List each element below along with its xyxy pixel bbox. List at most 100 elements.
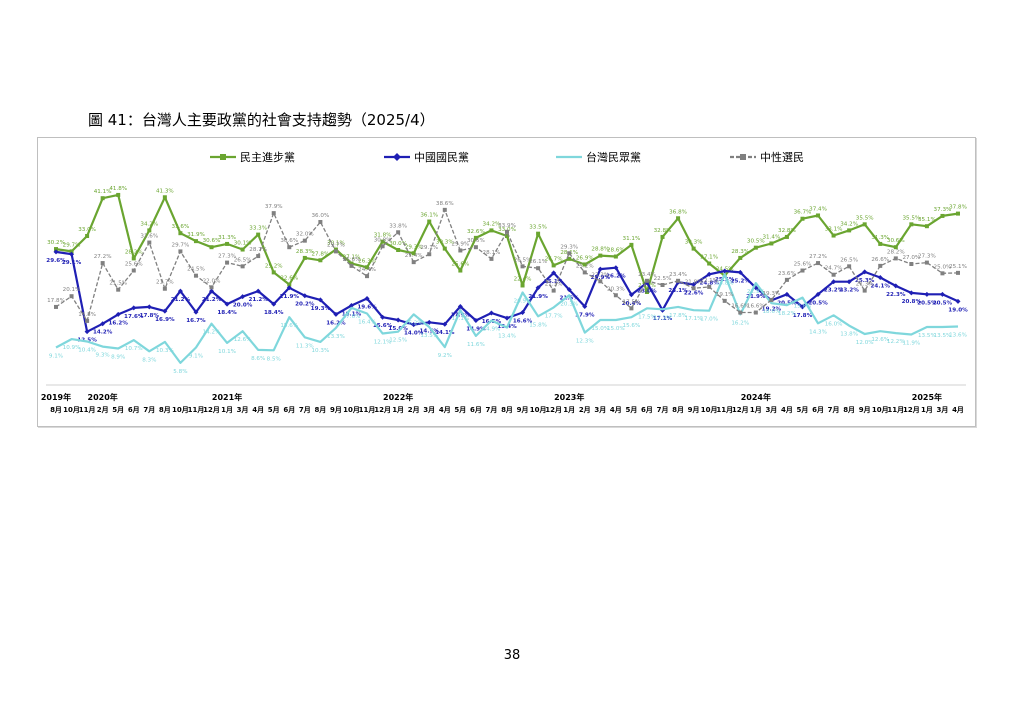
data-label: 32.8% (654, 228, 672, 234)
data-label: 25.6% (794, 262, 812, 268)
data-point (146, 304, 152, 310)
data-label: 30.0% (389, 241, 407, 247)
x-tick-label: 1月 (392, 406, 404, 414)
data-point (567, 256, 572, 261)
data-point (488, 310, 494, 316)
data-point (613, 254, 618, 259)
data-point (862, 288, 867, 293)
data-point (115, 311, 121, 317)
data-point (909, 222, 914, 227)
data-point (395, 317, 401, 323)
data-point (427, 219, 432, 224)
data-label: 16.2% (109, 320, 129, 326)
data-point (147, 240, 152, 245)
data-label: 17.9% (575, 312, 595, 318)
data-point (396, 230, 401, 235)
x-tick-label: 10月 (172, 406, 189, 414)
data-point (162, 308, 168, 314)
data-point (271, 301, 277, 307)
data-point (458, 268, 463, 273)
data-label: 21.2% (171, 297, 191, 303)
data-label: 25.1% (544, 279, 564, 285)
data-label: 25.5% (715, 277, 735, 283)
data-point (847, 228, 852, 233)
data-label: 31.9% (187, 232, 205, 238)
data-point (193, 273, 198, 278)
data-point (769, 297, 774, 302)
data-point (676, 216, 681, 221)
data-label: 10.4% (78, 347, 96, 353)
data-label: 17.1% (685, 316, 703, 322)
data-label: 19.0% (948, 307, 968, 313)
data-label: 26.9% (576, 255, 594, 261)
x-tick-label: 9月 (517, 406, 529, 414)
x-year-label: 2021年 (212, 392, 242, 402)
data-label: 17.6% (343, 314, 361, 320)
data-label: 31.3% (218, 235, 236, 241)
x-tick-label: 8月 (501, 406, 513, 414)
data-point (131, 305, 137, 311)
x-year-label: 2019年 (41, 392, 71, 402)
data-label: 37.3% (934, 207, 952, 213)
data-label: 9.3% (96, 353, 110, 359)
data-label: 23.4% (669, 272, 687, 278)
data-label: 13.5% (420, 333, 438, 339)
data-label: 25.0% (934, 264, 952, 270)
data-point (100, 196, 105, 201)
data-label: 19.2% (762, 306, 782, 312)
x-tick-label: 11月 (359, 406, 376, 414)
data-point (85, 234, 90, 238)
data-label: 20.0% (233, 303, 253, 309)
data-label: 30.6% (203, 238, 221, 244)
data-label: 25.2% (576, 263, 594, 269)
data-label: 17.8% (793, 313, 813, 319)
data-label: 33.1% (825, 227, 843, 233)
data-label: 21.9% (280, 294, 300, 300)
x-tick-label: 12月 (203, 406, 220, 414)
x-year-label: 2022年 (383, 392, 413, 402)
data-point (707, 284, 712, 289)
data-point (691, 282, 697, 288)
data-label: 34.2% (483, 221, 501, 227)
data-label: 21.7% (156, 280, 174, 286)
data-label: 14.1% (435, 330, 455, 336)
data-point (753, 285, 759, 291)
data-point (831, 272, 836, 277)
data-label: 25.6% (125, 262, 143, 268)
data-label: 25.2% (731, 278, 751, 284)
data-label: 26.6% (343, 257, 361, 263)
x-tick-label: 11月 (188, 406, 205, 414)
data-label: 31.3% (871, 235, 889, 241)
data-point (380, 244, 385, 249)
data-point (380, 239, 385, 244)
data-point (644, 290, 649, 294)
data-label: 21.0% (638, 283, 656, 289)
data-label: 38.6% (436, 201, 454, 207)
data-label: 16.2% (326, 320, 346, 326)
data-label: 22.1% (700, 278, 718, 284)
data-label: 17.9% (451, 312, 471, 318)
x-tick-label: 5月 (625, 406, 637, 414)
data-point (800, 216, 805, 221)
data-point (535, 285, 541, 291)
x-tick-label: 6月 (812, 406, 824, 414)
data-label: 14.0% (404, 331, 424, 337)
data-point (582, 303, 588, 309)
data-point (862, 269, 868, 275)
data-label: 31.4% (762, 234, 780, 240)
data-label: 28.1% (483, 250, 501, 256)
data-point (847, 264, 852, 269)
data-label: 14.9% (466, 326, 486, 332)
data-label: 22.5% (654, 276, 672, 282)
data-point (302, 238, 307, 243)
data-label: 32.6% (467, 229, 485, 235)
data-label: 37.9% (265, 204, 283, 210)
x-tick-label: 8月 (50, 406, 62, 414)
x-tick-label: 3月 (937, 406, 949, 414)
data-label: 12.5% (389, 338, 407, 344)
x-tick-label: 3月 (765, 406, 777, 414)
data-label: 22.9% (747, 289, 765, 295)
x-tick-label: 11月 (887, 406, 904, 414)
data-label: 33.5% (529, 225, 547, 231)
data-label: 27.2% (94, 254, 112, 260)
